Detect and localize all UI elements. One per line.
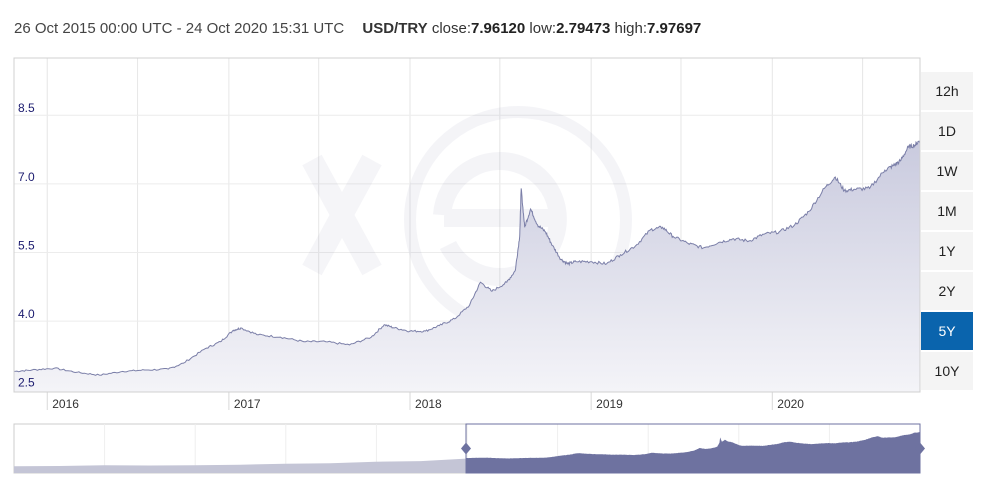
- range-button-1w[interactable]: 1W: [921, 152, 973, 190]
- high-value: 7.97697: [647, 20, 702, 37]
- navigator-right-handle[interactable]: [915, 442, 925, 455]
- range-button-2y[interactable]: 2Y: [921, 272, 973, 310]
- x-tick-label: 2019: [596, 397, 623, 411]
- navigator-unselected-area: [14, 458, 466, 473]
- date-range: 26 Oct 2015 00:00 UTC - 24 Oct 2020 15:3…: [14, 20, 345, 37]
- plot-border: [13, 57, 921, 393]
- close-value: 7.96120: [471, 20, 526, 37]
- y-tick-label: 7.0: [18, 170, 35, 184]
- y-axis: 2.5 4.0 5.5 7.0 8.5: [18, 101, 35, 390]
- x-tick-label: 2020: [777, 397, 804, 411]
- chart-header: 26 Oct 2015 00:00 UTC - 24 Oct 2020 15:3…: [14, 20, 701, 37]
- x-tick-label: 2016: [52, 397, 79, 411]
- low-label: low:: [529, 20, 557, 37]
- range-button-1m[interactable]: 1M: [921, 192, 973, 230]
- y-tick-label: 2.5: [18, 376, 35, 390]
- range-button-10y[interactable]: 10Y: [921, 352, 973, 390]
- range-button-5y[interactable]: 5Y: [921, 312, 973, 350]
- currency-pair: USD/TRY: [362, 20, 428, 37]
- y-tick-label: 5.5: [18, 238, 35, 252]
- range-selector: 12h 1D 1W 1M 1Y 2Y 5Y 10Y: [921, 72, 973, 392]
- range-button-1y[interactable]: 1Y: [921, 232, 973, 270]
- x-tick-label: 2017: [234, 397, 261, 411]
- range-button-12h[interactable]: 12h: [921, 72, 973, 110]
- close-label: close:: [431, 20, 471, 37]
- navigator-left-handle[interactable]: [461, 442, 471, 455]
- navigator-selected-area: [466, 431, 920, 473]
- navigator[interactable]: [13, 423, 925, 474]
- x-axis: 2016 2017 2018 2019 2020: [46, 392, 804, 411]
- high-label: high:: [614, 20, 648, 37]
- y-tick-label: 8.5: [18, 101, 35, 115]
- low-value: 2.79473: [556, 20, 611, 37]
- price-line: [13, 139, 921, 376]
- range-button-1d[interactable]: 1D: [921, 112, 973, 150]
- x-tick-label: 2018: [415, 397, 442, 411]
- y-tick-label: 4.0: [18, 307, 35, 321]
